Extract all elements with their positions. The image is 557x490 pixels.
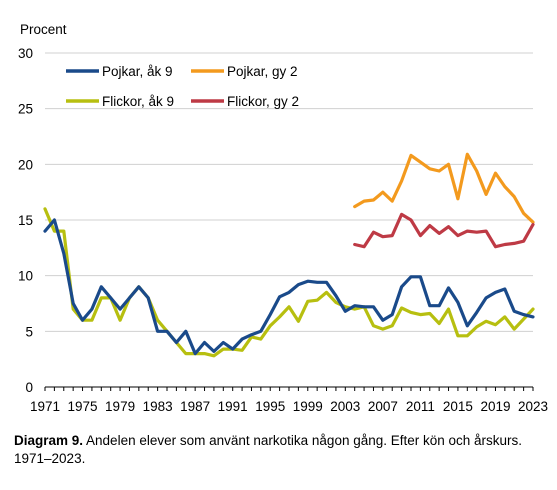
x-tick-label: 1999 bbox=[293, 399, 323, 414]
series-line-3 bbox=[353, 212, 535, 249]
x-tick-label: 1991 bbox=[218, 399, 248, 414]
series-lines bbox=[43, 152, 535, 358]
y-tick-label: 5 bbox=[25, 324, 33, 339]
legend-label: Flickor, gy 2 bbox=[227, 94, 299, 109]
series-line-2 bbox=[353, 152, 535, 224]
x-tick-label: 2011 bbox=[406, 399, 435, 414]
y-axis-label: Procent bbox=[20, 22, 67, 37]
chart-caption: Diagram 9. Andelen elever som använt nar… bbox=[14, 432, 544, 468]
x-tick-label: 1987 bbox=[180, 399, 210, 414]
x-tick-label: 2019 bbox=[480, 399, 510, 414]
x-tick-label: 1979 bbox=[105, 399, 135, 414]
line-chart: Procent 0 5 10 15 20 25 30 1971 1975 1979 1983 198… bbox=[18, 22, 548, 414]
x-tick-labels: 1971 1975 1979 1983 1987 1991 1995 1999 2003 2007… bbox=[30, 387, 548, 414]
grid-lines bbox=[45, 52, 533, 332]
y-tick-labels: 0 5 10 15 20 25 30 bbox=[18, 46, 33, 395]
y-tick-label: 20 bbox=[18, 157, 33, 172]
legend-label: Flickor, åk 9 bbox=[102, 94, 174, 109]
legend-label: Pojkar, åk 9 bbox=[102, 64, 173, 79]
caption-label: Diagram 9. bbox=[14, 433, 84, 448]
y-tick-label: 10 bbox=[18, 269, 33, 284]
x-tick-label: 2003 bbox=[330, 399, 360, 414]
x-tick-label: 1971 bbox=[30, 399, 60, 414]
x-tick-label: 1983 bbox=[143, 399, 173, 414]
legend-label: Pojkar, gy 2 bbox=[227, 64, 298, 79]
y-tick-label: 25 bbox=[18, 102, 33, 117]
y-tick-label: 30 bbox=[18, 46, 33, 61]
x-tick-label: 1975 bbox=[68, 399, 98, 414]
caption-text: Andelen elever som använt narkotika någo… bbox=[14, 433, 523, 466]
legend: Pojkar, åk 9 Flickor, åk 9 Pojkar, gy 2 Fli… bbox=[66, 64, 299, 109]
x-tick-label: 1995 bbox=[255, 399, 285, 414]
series-line-1 bbox=[43, 207, 535, 358]
series-line-0 bbox=[43, 218, 535, 356]
y-tick-label: 0 bbox=[25, 380, 33, 395]
y-tick-label: 15 bbox=[18, 213, 33, 228]
x-tick-label: 2023 bbox=[518, 399, 548, 414]
x-tick-label: 2007 bbox=[368, 399, 398, 414]
x-tick-label: 2015 bbox=[443, 399, 473, 414]
